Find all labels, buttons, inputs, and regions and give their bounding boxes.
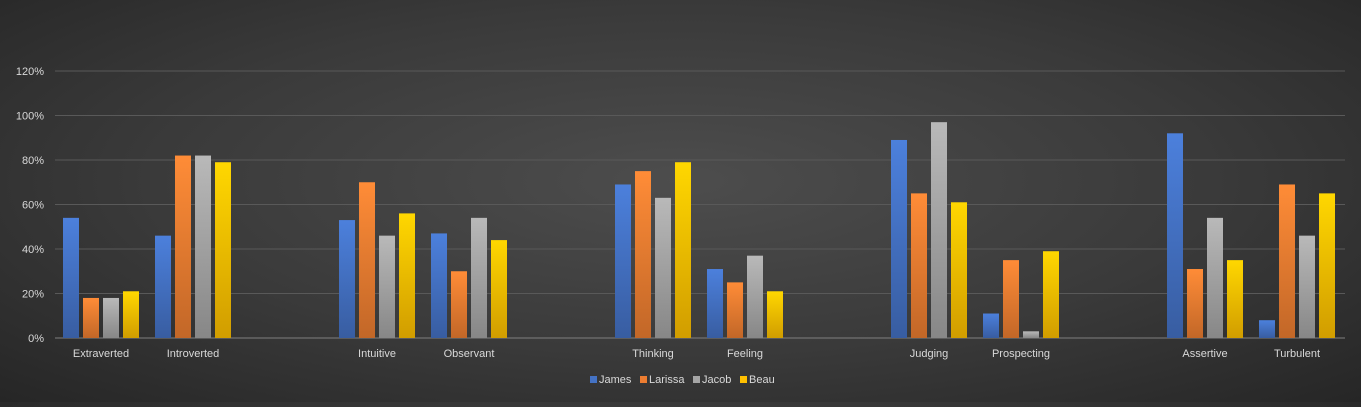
bar-beau-turbulent [1319, 193, 1335, 338]
bar-beau-feeling [767, 291, 783, 338]
legend-label: Larissa [649, 374, 685, 386]
bar-james-intuitive [339, 220, 355, 338]
bar-james-extraverted [63, 217, 79, 338]
bar-jacob-observant [471, 217, 487, 338]
y-tick-label: 0% [28, 333, 44, 345]
bar-larissa-turbulent [1279, 184, 1295, 338]
legend-swatch [740, 376, 747, 383]
bar-beau-observant [491, 240, 507, 338]
bar-jacob-assertive [1207, 217, 1223, 338]
bar-larissa-thinking [635, 171, 651, 338]
bar-jacob-intuitive [379, 235, 395, 338]
bar-james-assertive [1167, 133, 1183, 338]
legend-item-jacob: Jacob [693, 374, 731, 386]
x-tick-label: Prospecting [992, 348, 1050, 360]
y-tick-label: 40% [22, 244, 44, 256]
bars [63, 122, 1335, 338]
bar-jacob-turbulent [1299, 235, 1315, 338]
bar-jacob-thinking [655, 197, 671, 338]
legend-swatch [590, 376, 597, 383]
bar-jacob-feeling [747, 255, 763, 338]
legend-label: Beau [749, 374, 775, 386]
bar-beau-extraverted [123, 291, 139, 338]
x-tick-label: Feeling [727, 348, 763, 360]
x-tick-label: Thinking [632, 348, 674, 360]
bar-james-turbulent [1259, 320, 1275, 338]
y-tick-label: 20% [22, 289, 44, 301]
y-tick-label: 100% [16, 111, 44, 123]
x-tick-label: Intuitive [358, 348, 396, 360]
x-tick-label: Assertive [1182, 348, 1227, 360]
legend-item-larissa: Larissa [640, 374, 685, 386]
bar-larissa-introverted [175, 155, 191, 338]
legend-label: Jacob [702, 374, 731, 386]
bar-james-observant [431, 233, 447, 338]
x-tick-label: Extraverted [73, 348, 129, 360]
bar-larissa-assertive [1187, 269, 1203, 338]
legend-swatch [693, 376, 700, 383]
bar-beau-intuitive [399, 213, 415, 338]
gridlines [55, 70, 1345, 339]
bar-beau-prospecting [1043, 251, 1059, 338]
legend-swatch [640, 376, 647, 383]
bar-larissa-feeling [727, 282, 743, 338]
y-tick-label: 120% [16, 66, 44, 78]
y-tick-label: 80% [22, 155, 44, 167]
bar-beau-judging [951, 202, 967, 338]
x-tick-label: Judging [910, 348, 949, 360]
bar-jacob-judging [931, 122, 947, 338]
x-tick-label: Observant [444, 348, 495, 360]
bar-james-thinking [615, 184, 631, 338]
legend: James Larissa Jacob Beau [590, 374, 775, 386]
x-tick-label: Turbulent [1274, 348, 1320, 360]
bar-jacob-prospecting [1023, 331, 1039, 338]
bar-larissa-extraverted [83, 297, 99, 338]
y-axis: 0% 20% 40% 60% 80% 100% 120% [16, 66, 44, 345]
bar-larissa-prospecting [1003, 260, 1019, 338]
x-axis: Extraverted Introverted Intuitive Observant… [73, 348, 1320, 360]
bar-james-judging [891, 139, 907, 338]
bar-james-feeling [707, 269, 723, 338]
bar-jacob-introverted [195, 155, 211, 338]
bar-beau-thinking [675, 162, 691, 338]
bar-beau-assertive [1227, 260, 1243, 338]
bar-larissa-intuitive [359, 182, 375, 338]
y-tick-label: 60% [22, 200, 44, 212]
legend-label: James [599, 374, 632, 386]
bar-larissa-observant [451, 271, 467, 338]
bar-james-prospecting [983, 313, 999, 338]
bar-larissa-judging [911, 193, 927, 338]
x-tick-label: Introverted [167, 348, 220, 360]
bar-beau-introverted [215, 162, 231, 338]
legend-item-james: James [590, 374, 632, 386]
legend-item-beau: Beau [740, 374, 775, 386]
bar-james-introverted [155, 235, 171, 338]
bar-jacob-extraverted [103, 297, 119, 338]
